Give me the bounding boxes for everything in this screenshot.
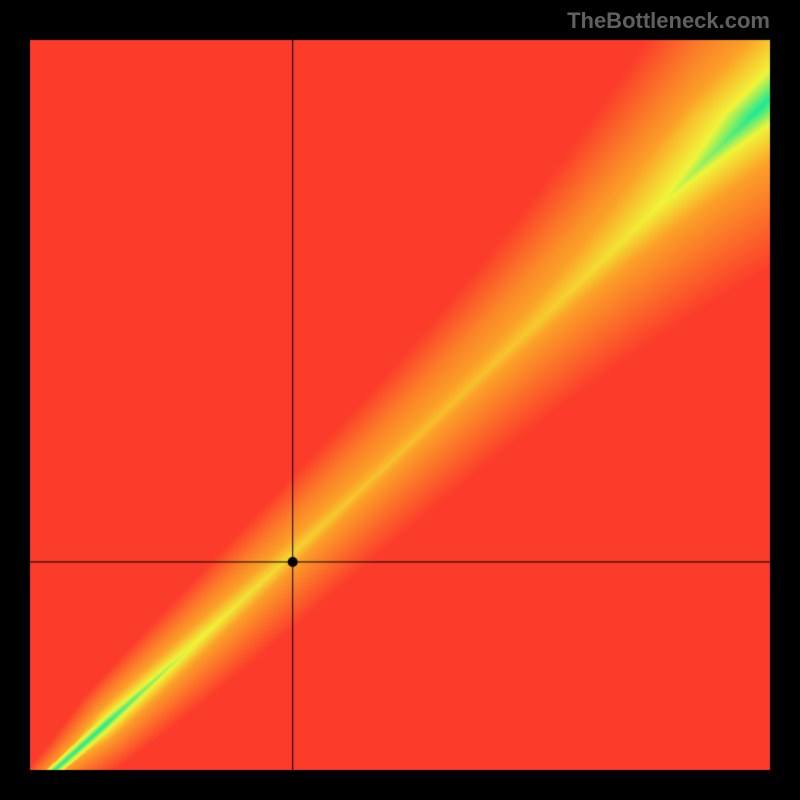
chart-container: TheBottleneck.com	[0, 0, 800, 800]
watermark-text: TheBottleneck.com	[567, 8, 770, 34]
bottleneck-heatmap	[0, 0, 800, 800]
